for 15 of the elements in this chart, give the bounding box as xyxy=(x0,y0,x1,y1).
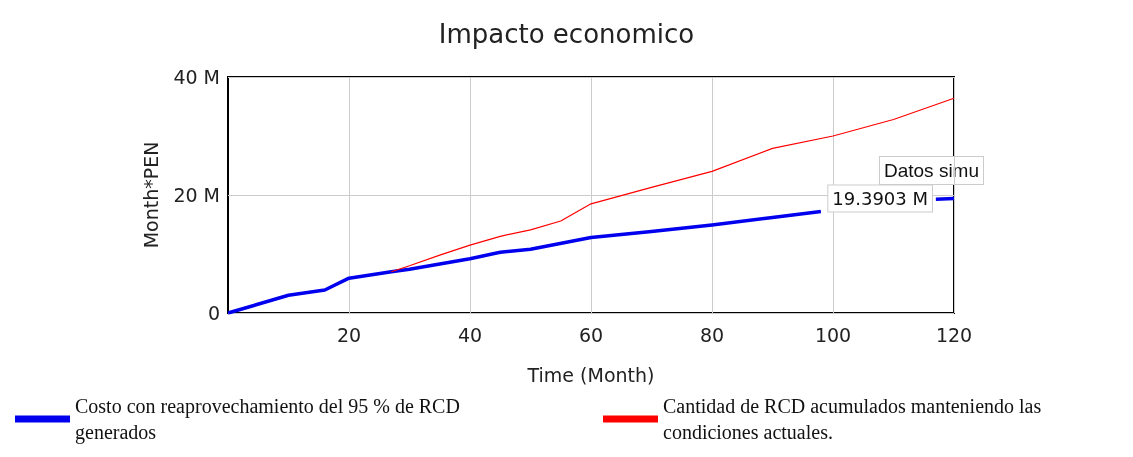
chart-title: Impacto economico xyxy=(438,19,695,49)
x-axis-title: Time (Month) xyxy=(526,363,655,386)
x-tick-label: 80 xyxy=(699,323,725,346)
legend-label: Cantidad de RCD acumulados manteniendo las condiciones actuales. xyxy=(663,395,1047,443)
x-tick-label: 20 xyxy=(336,323,362,346)
y-tick-label: 20 M xyxy=(173,184,220,206)
y-tick-label: 0 xyxy=(207,302,220,324)
x-tick-label: 120 xyxy=(935,323,973,346)
y-axis-title: Month*PEN xyxy=(139,141,162,249)
x-tick-label: 40 xyxy=(457,323,483,346)
annotation: 19.3903 M xyxy=(832,188,928,210)
x-tick-label: 100 xyxy=(814,323,852,346)
legend-label: Costo con reaprovechamiento del 95 % de RCD generados xyxy=(75,395,465,444)
x-tick-label: 60 xyxy=(578,323,604,346)
y-tick-label: 40 M xyxy=(173,66,220,88)
